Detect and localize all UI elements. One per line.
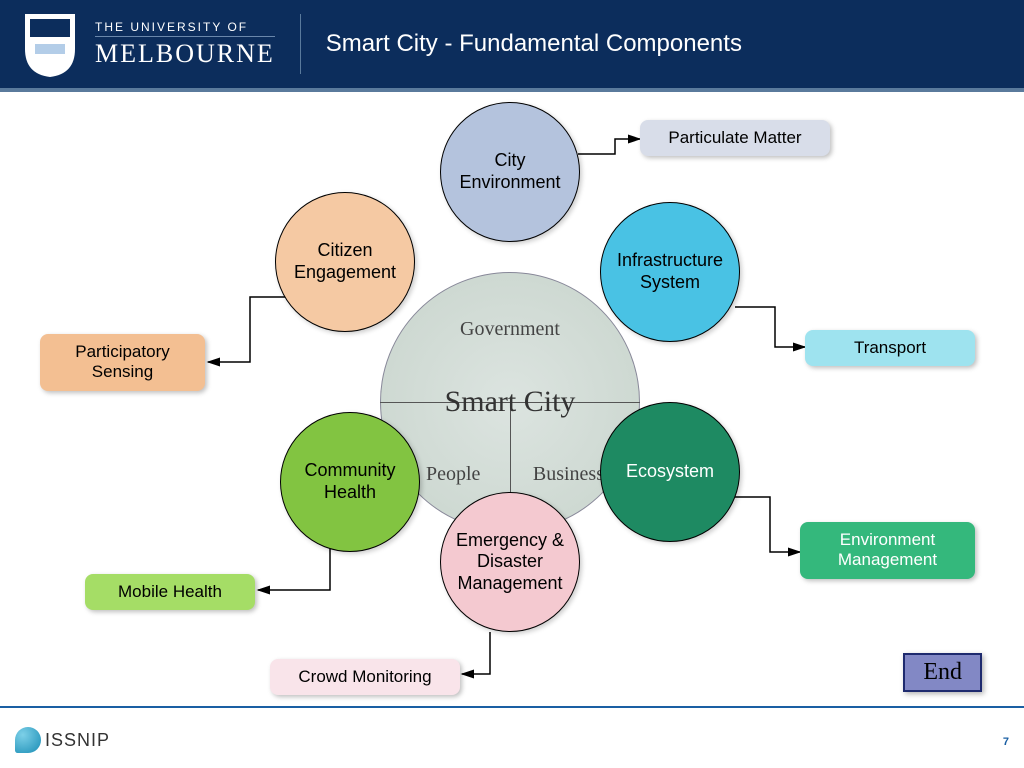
issnip-text: ISSNIP [45, 730, 110, 751]
slide-title: Smart City - Fundamental Components [326, 30, 742, 58]
tag-transport: Transport [805, 330, 975, 366]
issnip-icon [15, 727, 41, 753]
university-name: THE UNIVERSITY OF MELBOURNE [95, 20, 275, 69]
node-community: CommunityHealth [280, 412, 420, 552]
university-crest-icon [20, 9, 80, 79]
header-divider [300, 14, 301, 74]
sector-people: People [426, 463, 480, 486]
issnip-logo: ISSNIP [15, 727, 110, 753]
uni-name-top: THE UNIVERSITY OF [95, 20, 275, 34]
tag-crowd: Crowd Monitoring [270, 659, 460, 695]
tag-participatory: ParticipatorySensing [40, 334, 205, 391]
node-city-env: CityEnvironment [440, 102, 580, 242]
node-emergency: Emergency &DisasterManagement [440, 492, 580, 632]
uni-name-bottom: MELBOURNE [95, 36, 275, 69]
tag-mobile-health: Mobile Health [85, 574, 255, 610]
center-title: Smart City [445, 385, 576, 419]
diagram-canvas: Government Smart City People Business Ci… [0, 92, 1024, 712]
page-number: 7 [1003, 736, 1009, 748]
node-ecosystem: Ecosystem [600, 402, 740, 542]
tag-particulate: Particulate Matter [640, 120, 830, 156]
header-bar: THE UNIVERSITY OF MELBOURNE Smart City -… [0, 0, 1024, 92]
node-citizen: CitizenEngagement [275, 192, 415, 332]
footer-rule [0, 706, 1024, 708]
sector-government: Government [460, 318, 560, 341]
tag-env-mgmt: EnvironmentManagement [800, 522, 975, 579]
end-button[interactable]: End [903, 653, 982, 692]
node-infra: InfrastructureSystem [600, 202, 740, 342]
sector-business: Business [533, 463, 604, 486]
